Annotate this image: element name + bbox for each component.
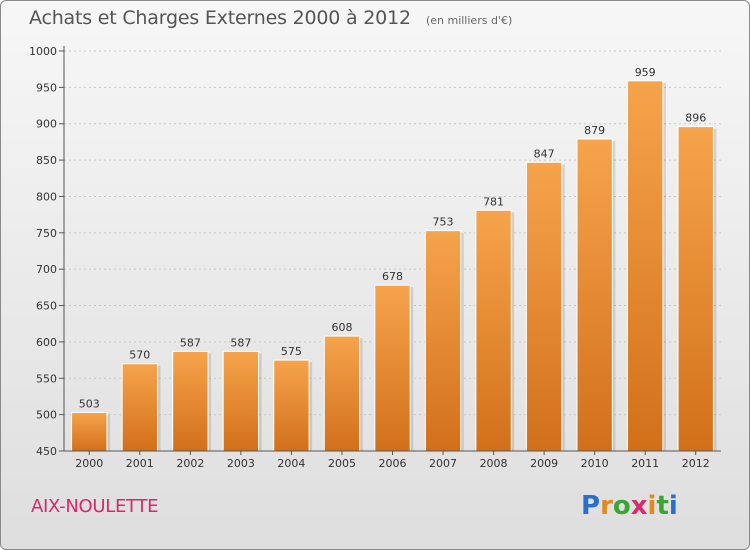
chart-title: Achats et Charges Externes 2000 à 2012 xyxy=(29,7,411,29)
y-tick-label: 1000 xyxy=(29,45,57,58)
y-tick-label: 650 xyxy=(36,300,57,313)
x-tick-label: 2007 xyxy=(429,457,457,470)
logo-letter: i xyxy=(668,491,678,521)
bar-2011 xyxy=(627,80,664,452)
y-tick-label: 700 xyxy=(36,263,57,276)
place-name: AIX-NOULETTE xyxy=(31,496,159,517)
bar-2008 xyxy=(475,209,512,452)
value-label-2012: 896 xyxy=(685,112,706,125)
logo-letter: r xyxy=(600,491,613,521)
value-label-2011: 959 xyxy=(635,66,656,79)
value-label-2008: 781 xyxy=(483,195,504,208)
x-tick-label: 2008 xyxy=(480,457,508,470)
bars xyxy=(71,80,717,452)
labels: 450 500 550 600 650 700 750 800 850 900 950 1000 200… xyxy=(29,45,710,470)
logo-letter: o xyxy=(612,491,631,521)
y-tick-label: 850 xyxy=(36,154,57,167)
value-label-2006: 678 xyxy=(382,270,403,283)
value-label-2007: 753 xyxy=(433,216,454,229)
bar-2004 xyxy=(273,359,310,452)
x-tick-label: 2009 xyxy=(530,457,558,470)
value-label-2001: 570 xyxy=(129,349,150,362)
bar-2001 xyxy=(121,363,158,452)
y-tick-label: 550 xyxy=(36,372,57,385)
bar-2007 xyxy=(424,230,462,452)
value-label-2009: 847 xyxy=(534,147,555,160)
bar-2009 xyxy=(525,161,563,452)
y-tick-label: 750 xyxy=(36,227,57,240)
chart-unit: (en milliers d'€) xyxy=(425,14,513,27)
x-tick-label: 2012 xyxy=(682,457,710,470)
logo-letter: x xyxy=(630,491,648,521)
x-tick-label: 2003 xyxy=(227,457,255,470)
value-label-2005: 608 xyxy=(331,321,352,334)
y-tick-label: 450 xyxy=(36,445,57,458)
bar-2010 xyxy=(576,138,613,452)
value-label-2002: 587 xyxy=(180,336,201,349)
x-tick-label: 2006 xyxy=(379,457,407,470)
x-tick-label: 2004 xyxy=(277,457,305,470)
title-block: Achats et Charges Externes 2000 à 2012 (… xyxy=(29,7,512,29)
y-tick-label: 900 xyxy=(36,118,57,131)
bar-2002 xyxy=(172,350,209,452)
x-tick-label: 2001 xyxy=(126,457,154,470)
logo-letter: P xyxy=(581,491,601,521)
value-label-2010: 879 xyxy=(584,124,605,137)
bar-2003 xyxy=(222,350,260,452)
proxiti-logo: Proxiti xyxy=(581,491,678,521)
x-tick-label: 2000 xyxy=(75,457,103,470)
bar-2006 xyxy=(374,284,411,452)
y-tick-label: 600 xyxy=(36,336,57,349)
value-label-2004: 575 xyxy=(281,345,302,358)
bar-2000 xyxy=(71,411,108,452)
logo-letter: t xyxy=(656,491,669,521)
y-tick-label: 800 xyxy=(36,190,57,203)
bar-2012 xyxy=(677,126,714,452)
y-tick-label: 950 xyxy=(36,81,57,94)
x-tick-label: 2010 xyxy=(581,457,609,470)
axes xyxy=(59,46,721,455)
bar-2005 xyxy=(323,335,361,452)
x-tick-label: 2011 xyxy=(631,457,659,470)
logo-letter: i xyxy=(647,491,657,521)
x-tick-label: 2002 xyxy=(176,457,204,470)
value-label-2003: 587 xyxy=(230,336,251,349)
x-tick-label: 2005 xyxy=(328,457,356,470)
y-tick-label: 500 xyxy=(36,409,57,422)
value-label-2000: 503 xyxy=(79,397,100,410)
